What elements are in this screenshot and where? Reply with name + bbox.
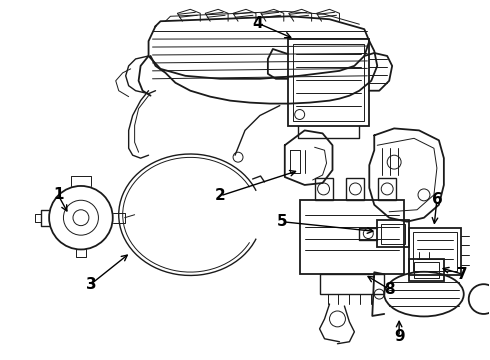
Bar <box>315 178 333 200</box>
Bar <box>378 178 396 200</box>
Text: 7: 7 <box>458 267 468 282</box>
Text: 6: 6 <box>432 192 442 207</box>
Text: 2: 2 <box>215 188 225 203</box>
Bar <box>346 178 365 200</box>
Bar <box>413 231 457 271</box>
Text: 4: 4 <box>253 16 263 31</box>
Bar <box>288 39 369 126</box>
Bar <box>293 44 365 121</box>
Bar <box>409 260 444 281</box>
Bar <box>414 262 439 278</box>
Text: 1: 1 <box>53 188 63 202</box>
Text: 5: 5 <box>276 214 287 229</box>
Bar <box>377 220 409 247</box>
Text: 3: 3 <box>86 277 96 292</box>
Bar <box>409 228 461 275</box>
Text: 9: 9 <box>394 329 404 344</box>
Bar <box>300 200 404 274</box>
Bar <box>319 274 384 294</box>
Bar <box>381 224 405 243</box>
Text: 8: 8 <box>384 282 394 297</box>
